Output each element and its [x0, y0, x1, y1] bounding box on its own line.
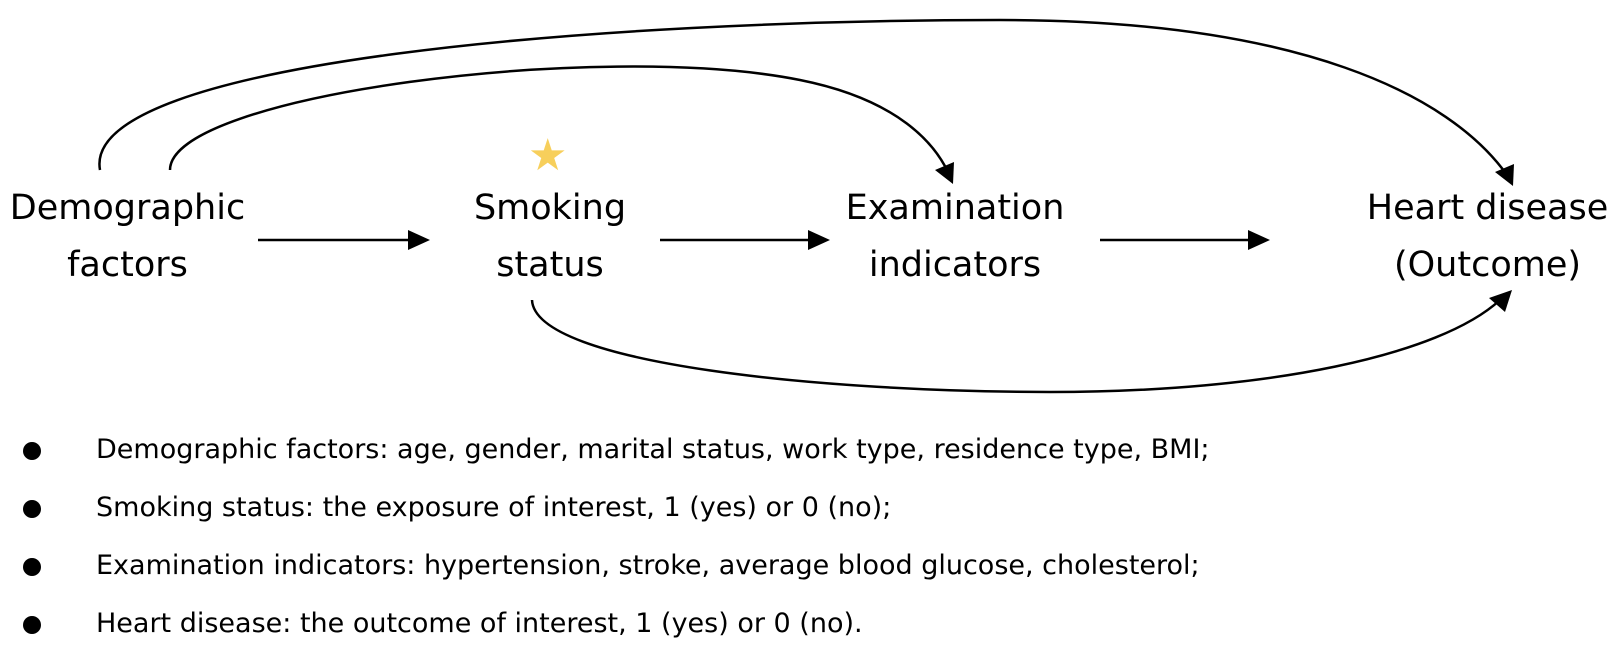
arrowhead-demographic-to-heart — [1495, 164, 1514, 186]
node-heart-disease-outcome: Heart disease (Outcome) — [1360, 180, 1615, 294]
node-label-line2: status — [496, 245, 604, 285]
diagram-edges — [98, 18, 1514, 394]
node-label-line2: (Outcome) — [1393, 245, 1582, 285]
arrowhead-examination-to-heart — [1248, 230, 1270, 250]
node-label-line2: indicators — [868, 245, 1042, 285]
bullet-icon — [23, 442, 41, 460]
node-label-line1: Heart disease — [1366, 188, 1609, 228]
star-icon: ★ — [528, 130, 568, 181]
arrowhead-smoking-to-heart — [1489, 290, 1512, 312]
arrowhead-demographic-to-smoking — [408, 230, 430, 250]
list-item: Examination indicators: hypertension, st… — [0, 538, 1618, 596]
list-item: Smoking status: the exposure of interest… — [0, 480, 1618, 538]
node-label-line1: Smoking — [473, 188, 627, 228]
arc-demographic-to-heart — [98, 18, 1509, 176]
node-examination-indicators: Examination indicators — [835, 180, 1075, 294]
arrowhead-smoking-to-examination — [808, 230, 830, 250]
node-label-line1: Demographic — [9, 188, 246, 228]
bullet-icon — [23, 500, 41, 518]
node-smoking-status: Smoking status — [440, 180, 660, 294]
list-item-text: Smoking status: the exposure of interest… — [96, 492, 892, 523]
bullet-icon — [23, 616, 41, 634]
node-label-line2: factors — [67, 245, 188, 285]
list-item-text: Heart disease: the outcome of interest, … — [96, 608, 863, 639]
arc-demographic-to-examination — [168, 65, 950, 173]
arrowhead-demographic-to-examination — [935, 162, 954, 184]
causal-diagram: ★ Demographic factors Smoking status Exa… — [5, 18, 1615, 394]
list-item: Heart disease: the outcome of interest, … — [0, 596, 1618, 654]
bullet-icon — [23, 558, 41, 576]
list-item-text: Demographic factors: age, gender, marita… — [96, 434, 1210, 465]
list-item: Demographic factors: age, gender, marita… — [0, 422, 1618, 480]
node-label-line1: Examination — [845, 188, 1065, 228]
node-demographic-factors: Demographic factors — [5, 180, 250, 294]
list-item-text: Examination indicators: hypertension, st… — [96, 550, 1200, 581]
arc-smoking-to-heart — [530, 299, 1501, 394]
